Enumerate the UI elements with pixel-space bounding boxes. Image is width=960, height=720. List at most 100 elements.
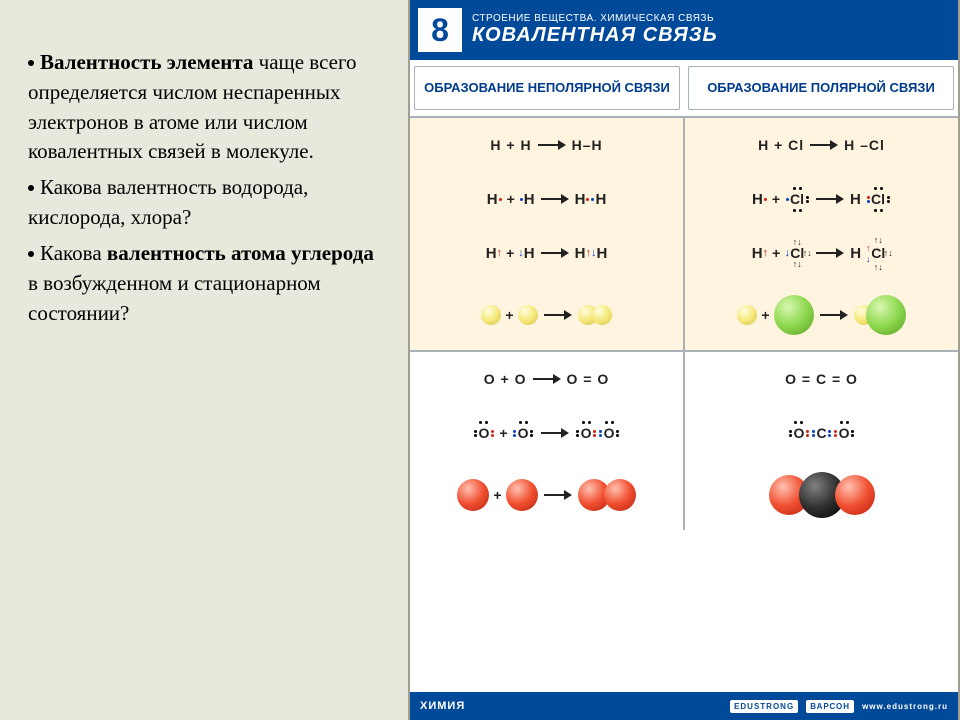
- arrow-icon: [541, 195, 569, 203]
- arrow-icon: [810, 141, 838, 149]
- arrow-icon: [541, 249, 569, 257]
- bullet-dot: [28, 60, 34, 66]
- row-lewis: H + H HH H + Cl: [410, 172, 958, 226]
- row-spheres: + +: [410, 280, 958, 350]
- bullet3-a: Какова: [40, 241, 107, 265]
- lewis-co2-c: C: [810, 419, 832, 447]
- poster-subtitle: СТРОЕНИЕ ВЕЩЕСТВА. ХИМИЧЕСКАЯ СВЯЗЬ: [472, 13, 718, 24]
- product: H –Cl: [844, 137, 885, 153]
- lewis-o: O: [512, 419, 535, 447]
- row-lewis: O + O O: [410, 406, 958, 460]
- cell-polar-spheres: +: [685, 280, 958, 350]
- lewis-h2: HH: [575, 191, 607, 208]
- sphere-h2: [578, 305, 612, 325]
- logo-edustrong: EDUSTRONG: [730, 700, 798, 713]
- poster-header: 8 СТРОЕНИЕ ВЕЩЕСТВА. ХИМИЧЕСКАЯ СВЯЗЬ КО…: [410, 0, 958, 60]
- lewis-o2b: O: [598, 419, 621, 447]
- arrow-icon: [544, 311, 572, 319]
- bullet3-b: в возбужденном и стационарном состоянии?: [28, 271, 321, 325]
- lewis-h: H: [487, 191, 503, 208]
- sphere-cl: [774, 295, 814, 335]
- sphere-hcl: [854, 295, 906, 335]
- cell-nonpolar-lewis: H + H HH: [410, 172, 685, 226]
- sphere-h: [481, 305, 501, 325]
- plus-icon: +: [493, 487, 501, 503]
- spin-h: H↑: [752, 245, 768, 262]
- spin-h: ↓H: [518, 245, 534, 262]
- lewis-cl: Cl: [784, 185, 810, 213]
- reactants: H + H: [490, 137, 531, 153]
- arrow-icon: [538, 141, 566, 149]
- sphere-co2: [769, 472, 875, 518]
- cell-polar-symbolic: H + Cl H –Cl: [685, 118, 958, 172]
- plus-icon: +: [772, 245, 780, 261]
- cell-polar-lewis: H + Cl H Cl: [685, 172, 958, 226]
- arrow-icon: [816, 249, 844, 257]
- lewis-o: O: [472, 419, 495, 447]
- plus-icon: +: [499, 425, 507, 441]
- product: H–H: [572, 137, 603, 153]
- sphere-o: [457, 479, 489, 511]
- poster: 8 СТРОЕНИЕ ВЕЩЕСТВА. ХИМИЧЕСКАЯ СВЯЗЬ КО…: [408, 0, 960, 720]
- poster-footer: ХИМИЯ EDUSTRONG ВАРСОН www.edustrong.ru: [410, 692, 958, 720]
- cell-polar-symbolic: O = C = O: [685, 352, 958, 406]
- bullet-1: Валентность элемента чаще всего определя…: [28, 48, 384, 167]
- cell-nonpolar-symbolic: H + H H–H: [410, 118, 685, 172]
- col-header-nonpolar: ОБРАЗОВАНИЕ НЕПОЛЯРНОЙ СВЯЗИ: [414, 66, 680, 110]
- spin-h2: H↑↓H: [575, 245, 608, 262]
- footer-subject: ХИМИЯ: [420, 700, 465, 712]
- cell-polar-spin: H↑ + ↑↓ ↓ Cl ↑↓ ↑↓ H ↑↓ ↑↓ Cl: [685, 226, 958, 280]
- sphere-o: [506, 479, 538, 511]
- sphere-h: [518, 305, 538, 325]
- arrow-icon: [533, 375, 561, 383]
- cell-polar-spheres: [685, 460, 958, 530]
- cell-polar-lewis: O C O: [685, 406, 958, 460]
- cell-nonpolar-symbolic: O + O O = O: [410, 352, 685, 406]
- text-panel: Валентность элемента чаще всего определя…: [0, 0, 408, 720]
- arrow-icon: [816, 195, 844, 203]
- cell-nonpolar-lewis: O + O O: [410, 406, 685, 460]
- bullet-3: Какова валентность атома углерода в возб…: [28, 239, 384, 328]
- bullet-dot: [28, 185, 34, 191]
- arrow-icon: [544, 491, 572, 499]
- footer-logos: EDUSTRONG ВАРСОН www.edustrong.ru: [730, 700, 948, 713]
- poster-body: ОБРАЗОВАНИЕ НЕПОЛЯРНОЙ СВЯЗИ ОБРАЗОВАНИЕ…: [410, 60, 958, 692]
- logo-varson: ВАРСОН: [806, 700, 854, 713]
- plus-icon: +: [506, 245, 514, 261]
- sphere-o2: [578, 479, 636, 511]
- bullet-dot: [28, 251, 34, 257]
- bullet2-text: Какова валентность водорода, кислорода, …: [28, 175, 308, 229]
- spin-hcl: ↑↓ ↑↓ Cl ↑↓ ↑↓: [865, 237, 891, 270]
- section-oxygen: O + O O = O O = C = O O: [410, 352, 958, 530]
- arrow-icon: [820, 311, 848, 319]
- lewis-o2: O: [575, 419, 598, 447]
- plus-icon: +: [772, 191, 780, 207]
- footer-url: www.edustrong.ru: [862, 702, 948, 711]
- row-spin: H↑ + ↓H H↑↓H H↑ + ↑↓ ↓ Cl ↑↓ ↑↓: [410, 226, 958, 280]
- row-symbolic: O + O O = O O = C = O: [410, 352, 958, 406]
- row-spheres: +: [410, 460, 958, 530]
- plus-icon: +: [761, 307, 769, 323]
- spin-h: H↑: [486, 245, 502, 262]
- product: O = C = O: [785, 371, 858, 387]
- spin-h: H: [850, 245, 865, 262]
- spin-cl: ↑↓ ↓ Cl ↑↓ ↑↓: [784, 239, 810, 267]
- lewis-hcl: Cl: [865, 185, 891, 213]
- bullet3-bold: валентность атома углерода: [107, 241, 374, 265]
- cell-nonpolar-spin: H↑ + ↓H H↑↓H: [410, 226, 685, 280]
- section-hydrogen: H + H H–H H + Cl H –Cl H + H HH: [410, 118, 958, 350]
- poster-title: КОВАЛЕНТНАЯ СВЯЗЬ: [472, 24, 718, 47]
- plus-icon: +: [507, 191, 515, 207]
- sphere-h: [737, 305, 757, 325]
- lewis-h: H: [519, 191, 535, 208]
- lewis-co2-o1: O: [787, 419, 810, 447]
- bullet-2: Какова валентность водорода, кислорода, …: [28, 173, 384, 233]
- reactants: H + Cl: [758, 137, 804, 153]
- lewis-h: H: [752, 191, 768, 208]
- plus-icon: +: [505, 307, 513, 323]
- cell-nonpolar-spheres: +: [410, 280, 685, 350]
- row-symbolic: H + H H–H H + Cl H –Cl: [410, 118, 958, 172]
- bullet1-bold: Валентность элемента: [40, 50, 253, 74]
- arrow-icon: [541, 429, 569, 437]
- lewis-co2-o2: O: [833, 419, 856, 447]
